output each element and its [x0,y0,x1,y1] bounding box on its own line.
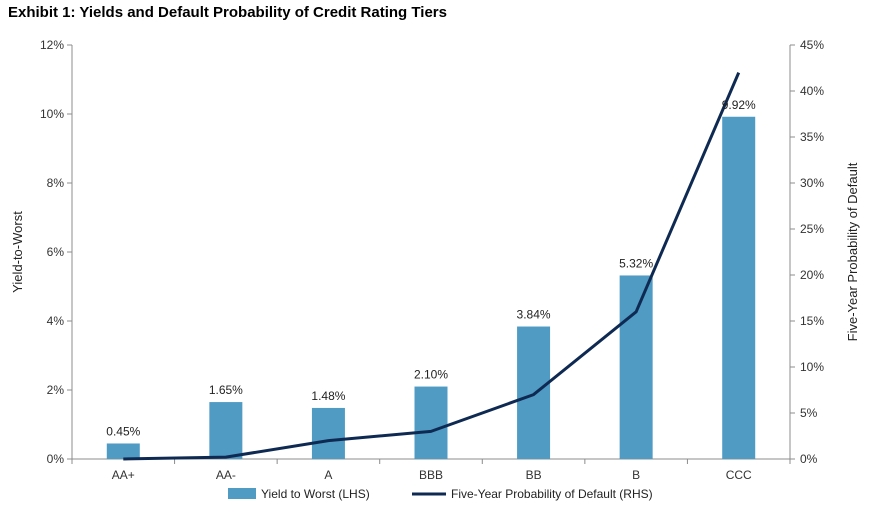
bar [106,443,140,459]
x-tick-label: AA- [216,468,236,482]
legend-line-label: Five-Year Probability of Default (RHS) [451,487,653,501]
left-tick-label: 6% [47,245,65,259]
line-series [123,72,741,461]
right-tick-label: 15% [800,314,824,328]
bar [311,407,345,459]
bar [722,116,756,459]
left-tick-label: 10% [40,107,64,121]
bar-data-label: 3.84% [517,308,551,322]
left-y-axis: 0% 2% 4% 6% 8% 10% 12% [40,38,73,466]
x-tick-label: B [632,468,640,482]
left-tick-label: 8% [47,176,65,190]
left-axis-title: Yield-to-Worst [10,211,25,293]
bar-data-label: 9.92% [722,98,756,112]
bar [209,402,243,459]
right-tick-label: 5% [800,406,818,420]
bar [619,275,653,459]
x-tick-label: BB [526,468,542,482]
bar-data-label: 1.65% [209,383,243,397]
bar [414,386,448,459]
legend-bar-swatch [228,488,256,499]
left-tick-label: 12% [40,38,64,52]
x-tick-label: A [324,468,332,482]
right-tick-label: 25% [800,222,824,236]
left-tick-label: 2% [47,383,65,397]
data-labels: 0.45% 1.65% 1.48% 2.10% 3.84% 5.32% 9.92% [106,98,756,439]
x-tick-label: CCC [726,468,752,482]
bar-data-label: 5.32% [619,256,653,270]
right-tick-label: 0% [800,452,818,466]
x-tick-label: AA+ [112,468,135,482]
right-tick-label: 45% [800,38,824,52]
bar-data-label: 2.10% [414,368,448,382]
bar-series [106,116,756,459]
right-y-axis: 0% 5% 10% 15% 20% 25% 30% 35% 40% 45% [789,38,824,466]
left-tick-label: 4% [47,314,65,328]
x-tick-label: BBB [419,468,443,482]
bar-data-label: 1.48% [311,389,345,403]
chart-title: Exhibit 1: Yields and Default Probabilit… [8,4,447,21]
legend-bar-label: Yield to Worst (LHS) [261,487,370,501]
right-tick-label: 30% [800,176,824,190]
default-probability-line [123,72,741,461]
right-tick-label: 35% [800,130,824,144]
right-tick-label: 40% [800,84,824,98]
right-tick-label: 10% [800,360,824,374]
right-axis-title: Five-Year Probability of Default [845,162,860,341]
legend: Yield to Worst (LHS) Five-Year Probabilit… [228,487,653,501]
x-axis: AA+ AA- A BBB BB B CCC [71,458,791,482]
right-tick-label: 20% [800,268,824,282]
left-tick-label: 0% [47,452,65,466]
bar-data-label: 0.45% [106,424,140,438]
